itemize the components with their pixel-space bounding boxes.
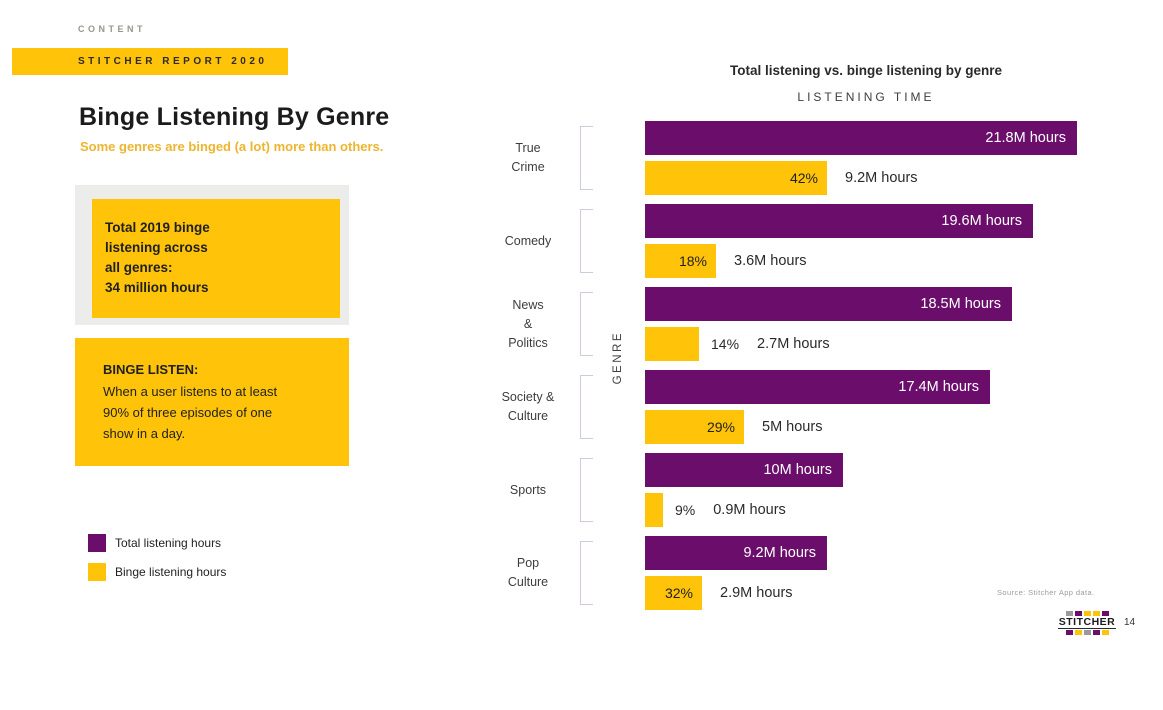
logo-square-icon [1083, 611, 1091, 616]
genre-row: News & Politics 18.5M hours 14% 2.7M hours [488, 287, 1115, 361]
binge-definition-callout: BINGE LISTEN: When a user listens to at … [75, 338, 349, 466]
binge-value-label: 3.6M hours [734, 253, 807, 269]
binge-definition-title: BINGE LISTEN: [103, 362, 199, 377]
total-value-label: 19.6M hours [941, 213, 1022, 229]
total-bar: 9.2M hours [645, 536, 827, 570]
binge-bar: 18% [645, 244, 716, 278]
binge-row: 32% 2.9M hours [645, 576, 1115, 610]
page-number: 14 [1124, 617, 1136, 628]
page-title: Binge Listening By Genre [79, 103, 390, 131]
binge-row: 18% 3.6M hours [645, 244, 1115, 278]
genre-bars: 17.4M hours 29% 5M hours [645, 370, 1115, 444]
total-value-label: 9.2M hours [743, 545, 816, 561]
genre-row: Sports 10M hours 9% 0.9M hours [488, 453, 1115, 527]
page-subtitle: Some genres are binged (a lot) more than… [80, 139, 384, 154]
genre-bracket-icon [580, 292, 593, 356]
binge-bar: 42% [645, 161, 827, 195]
genre-row: Comedy 19.6M hours 18% 3.6M hours [488, 204, 1115, 278]
genre-label: Sports [509, 482, 547, 497]
genre-bracket-icon [580, 541, 593, 605]
binge-bar: 32% [645, 576, 702, 610]
binge-value-label: 5M hours [762, 419, 823, 435]
binge-percent-label: 14% [711, 336, 740, 352]
total-value-label: 21.8M hours [985, 130, 1066, 146]
total-value-label: 18.5M hours [920, 296, 1001, 312]
genre-row: Society & Culture 17.4M hours 29% 5M hours [488, 370, 1115, 444]
logo-square-icon [1065, 611, 1073, 616]
logo-square-icon [1083, 630, 1091, 635]
binge-percent-label: 32% [664, 585, 693, 601]
genre-bars: 18.5M hours 14% 2.7M hours [645, 287, 1115, 361]
binge-percent-label: 9% [675, 502, 696, 518]
genre-row: Pop Culture 9.2M hours 32% 2.9M hours [488, 536, 1115, 610]
binge-row: 14% 2.7M hours [645, 327, 1115, 361]
binge-value-label: 2.9M hours [720, 585, 793, 601]
logo-square-icon [1101, 611, 1109, 616]
chart-rows: True Crime 21.8M hours 42% 9.2M hours Comedy… [488, 121, 1115, 619]
genre-bracket-icon [580, 458, 593, 522]
binge-bar [645, 493, 663, 527]
logo-square-icon [1074, 630, 1082, 635]
legend-item-binge: Binge listening hours [88, 563, 226, 581]
legend-item-total: Total listening hours [88, 534, 226, 552]
genre-bracket-icon [580, 209, 593, 273]
logo-square-icon [1101, 630, 1109, 635]
genre-bars: 9.2M hours 32% 2.9M hours [645, 536, 1115, 610]
source-note: Source: Stitcher App data. [997, 588, 1095, 597]
total-binge-callout-frame: Total 2019 binge listening across all ge… [75, 185, 349, 325]
binge-percent-label: 42% [789, 170, 818, 186]
genre-label: Pop Culture [507, 556, 549, 589]
binge-row: 42% 9.2M hours [645, 161, 1115, 195]
stitcher-logo: STITCHER [1058, 610, 1116, 636]
binge-bar [645, 327, 699, 361]
genre-bracket-icon [580, 375, 593, 439]
genre-row: True Crime 21.8M hours 42% 9.2M hours [488, 121, 1115, 195]
binge-percent-label: 29% [706, 419, 735, 435]
binge-percent-label: 18% [678, 253, 707, 269]
chart-title: Total listening vs. binge listening by g… [729, 63, 1003, 78]
binge-row: 29% 5M hours [645, 410, 1115, 444]
logo-squares-top [1058, 611, 1116, 616]
binge-value-label: 2.7M hours [757, 336, 830, 352]
binge-value-label: 0.9M hours [713, 502, 786, 518]
genre-bars: 19.6M hours 18% 3.6M hours [645, 204, 1115, 278]
binge-swatch-icon [88, 563, 106, 581]
total-swatch-icon [88, 534, 106, 552]
binge-bar: 29% [645, 410, 744, 444]
genre-bars: 10M hours 9% 0.9M hours [645, 453, 1115, 527]
total-binge-callout: Total 2019 binge listening across all ge… [92, 199, 340, 318]
report-banner-label: STITCHER REPORT 2020 [78, 56, 268, 67]
genre-label: Comedy [504, 233, 552, 248]
binge-row: 9% 0.9M hours [645, 493, 1115, 527]
binge-definition-body: When a user listens to at least 90% of t… [103, 384, 278, 441]
total-bar: 18.5M hours [645, 287, 1012, 321]
total-bar: 21.8M hours [645, 121, 1077, 155]
logo-square-icon [1092, 611, 1100, 616]
total-bar: 17.4M hours [645, 370, 990, 404]
chart-subtitle: LISTENING TIME [797, 90, 935, 104]
report-banner: STITCHER REPORT 2020 [12, 48, 288, 75]
genre-label: News & Politics [508, 297, 548, 350]
total-bar: 19.6M hours [645, 204, 1033, 238]
stitcher-logo-text: STITCHER [1058, 616, 1116, 629]
total-value-label: 17.4M hours [898, 379, 979, 395]
genre-bars: 21.8M hours 42% 9.2M hours [645, 121, 1115, 195]
logo-square-icon [1065, 630, 1073, 635]
binge-value-label: 9.2M hours [845, 170, 918, 186]
genre-label: True Crime [511, 141, 545, 174]
legend-label-total: Total listening hours [115, 536, 222, 550]
legend-label-binge: Binge listening hours [115, 565, 227, 579]
genre-bracket-icon [580, 126, 593, 190]
logo-squares-bottom [1058, 630, 1116, 635]
total-value-label: 10M hours [763, 462, 832, 478]
content-eyebrow: CONTENT [78, 24, 146, 34]
logo-square-icon [1092, 630, 1100, 635]
genre-label: Society & Culture [501, 390, 555, 423]
logo-square-icon [1074, 611, 1082, 616]
chart-legend: Total listening hours Binge listening ho… [88, 534, 226, 592]
total-bar: 10M hours [645, 453, 843, 487]
